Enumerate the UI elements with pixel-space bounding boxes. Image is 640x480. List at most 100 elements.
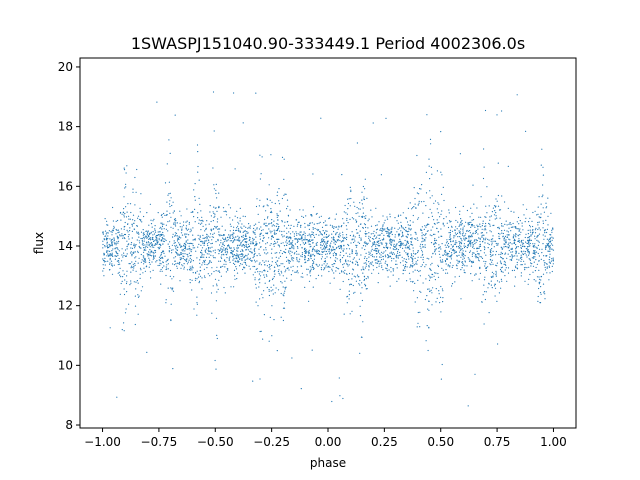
data-point [304,222,306,225]
data-point [542,184,544,186]
data-point [410,280,412,283]
data-point [520,239,523,242]
data-point [323,267,325,269]
data-point [231,240,233,242]
data-point [459,223,461,225]
data-point [380,242,382,244]
data-point [190,228,192,230]
data-point [189,257,191,259]
data-point [247,243,249,245]
data-point [391,239,394,241]
data-point [534,270,537,272]
data-point [477,253,479,255]
data-point [349,218,351,220]
data-point [200,244,202,246]
data-point [114,243,116,245]
data-point [296,270,298,272]
data-point [126,270,128,272]
data-point [330,248,333,250]
data-point [341,248,343,250]
data-point [235,236,237,238]
data-point [284,221,286,223]
data-point [475,273,477,275]
data-point [254,229,256,231]
data-point [391,239,393,241]
data-point [442,223,444,225]
data-point [495,270,497,272]
data-point [112,230,114,232]
data-point [482,294,484,296]
data-point [296,258,298,260]
data-point [486,186,488,188]
data-point [257,271,259,273]
data-point [550,243,553,245]
data-point [111,253,113,255]
data-point [386,254,389,256]
data-point [271,236,274,238]
data-point [187,242,189,244]
data-point [542,194,544,196]
data-point [397,255,399,257]
data-point [420,201,423,203]
data-point [260,173,262,175]
data-point [209,260,211,262]
data-point [389,238,391,240]
data-point [494,283,496,285]
data-point [159,227,161,229]
data-point [536,214,538,216]
data-point [361,282,363,284]
data-point [474,255,476,257]
data-point [497,242,499,245]
data-point [425,192,428,194]
data-point [473,225,475,227]
data-point [400,241,402,243]
data-point [528,239,530,241]
data-point [219,234,221,236]
data-point [190,230,192,232]
data-point [188,242,190,245]
data-point [181,226,183,228]
data-point [202,262,204,264]
data-point [405,235,407,237]
data-point [461,219,463,222]
data-point [331,226,334,228]
data-point [277,244,279,246]
data-point [301,256,303,258]
data-point [308,252,310,254]
data-point [175,222,177,224]
data-point [423,246,425,248]
data-point [445,269,447,271]
data-point [503,260,505,262]
data-point [318,216,320,218]
data-point [321,250,323,253]
data-point [200,256,202,259]
data-point [161,222,163,224]
data-point [358,236,360,238]
data-point [363,269,365,271]
data-point [515,227,517,229]
data-point [124,312,127,314]
data-point [158,256,161,258]
data-point [501,195,503,197]
data-point [176,265,178,267]
data-point [435,242,437,245]
data-point [316,241,318,244]
data-point [514,265,517,267]
data-point [189,266,191,268]
data-point [252,230,254,232]
data-point [256,198,258,200]
data-point [158,234,160,236]
data-point [455,251,457,253]
data-point [148,244,150,247]
data-point [441,210,443,212]
data-point [234,239,236,241]
data-point [537,252,539,255]
data-point [542,234,544,236]
data-point [159,260,161,262]
data-point [308,259,310,261]
data-point [324,246,326,248]
data-point [222,234,224,237]
data-point [186,233,188,235]
data-point [476,207,478,209]
